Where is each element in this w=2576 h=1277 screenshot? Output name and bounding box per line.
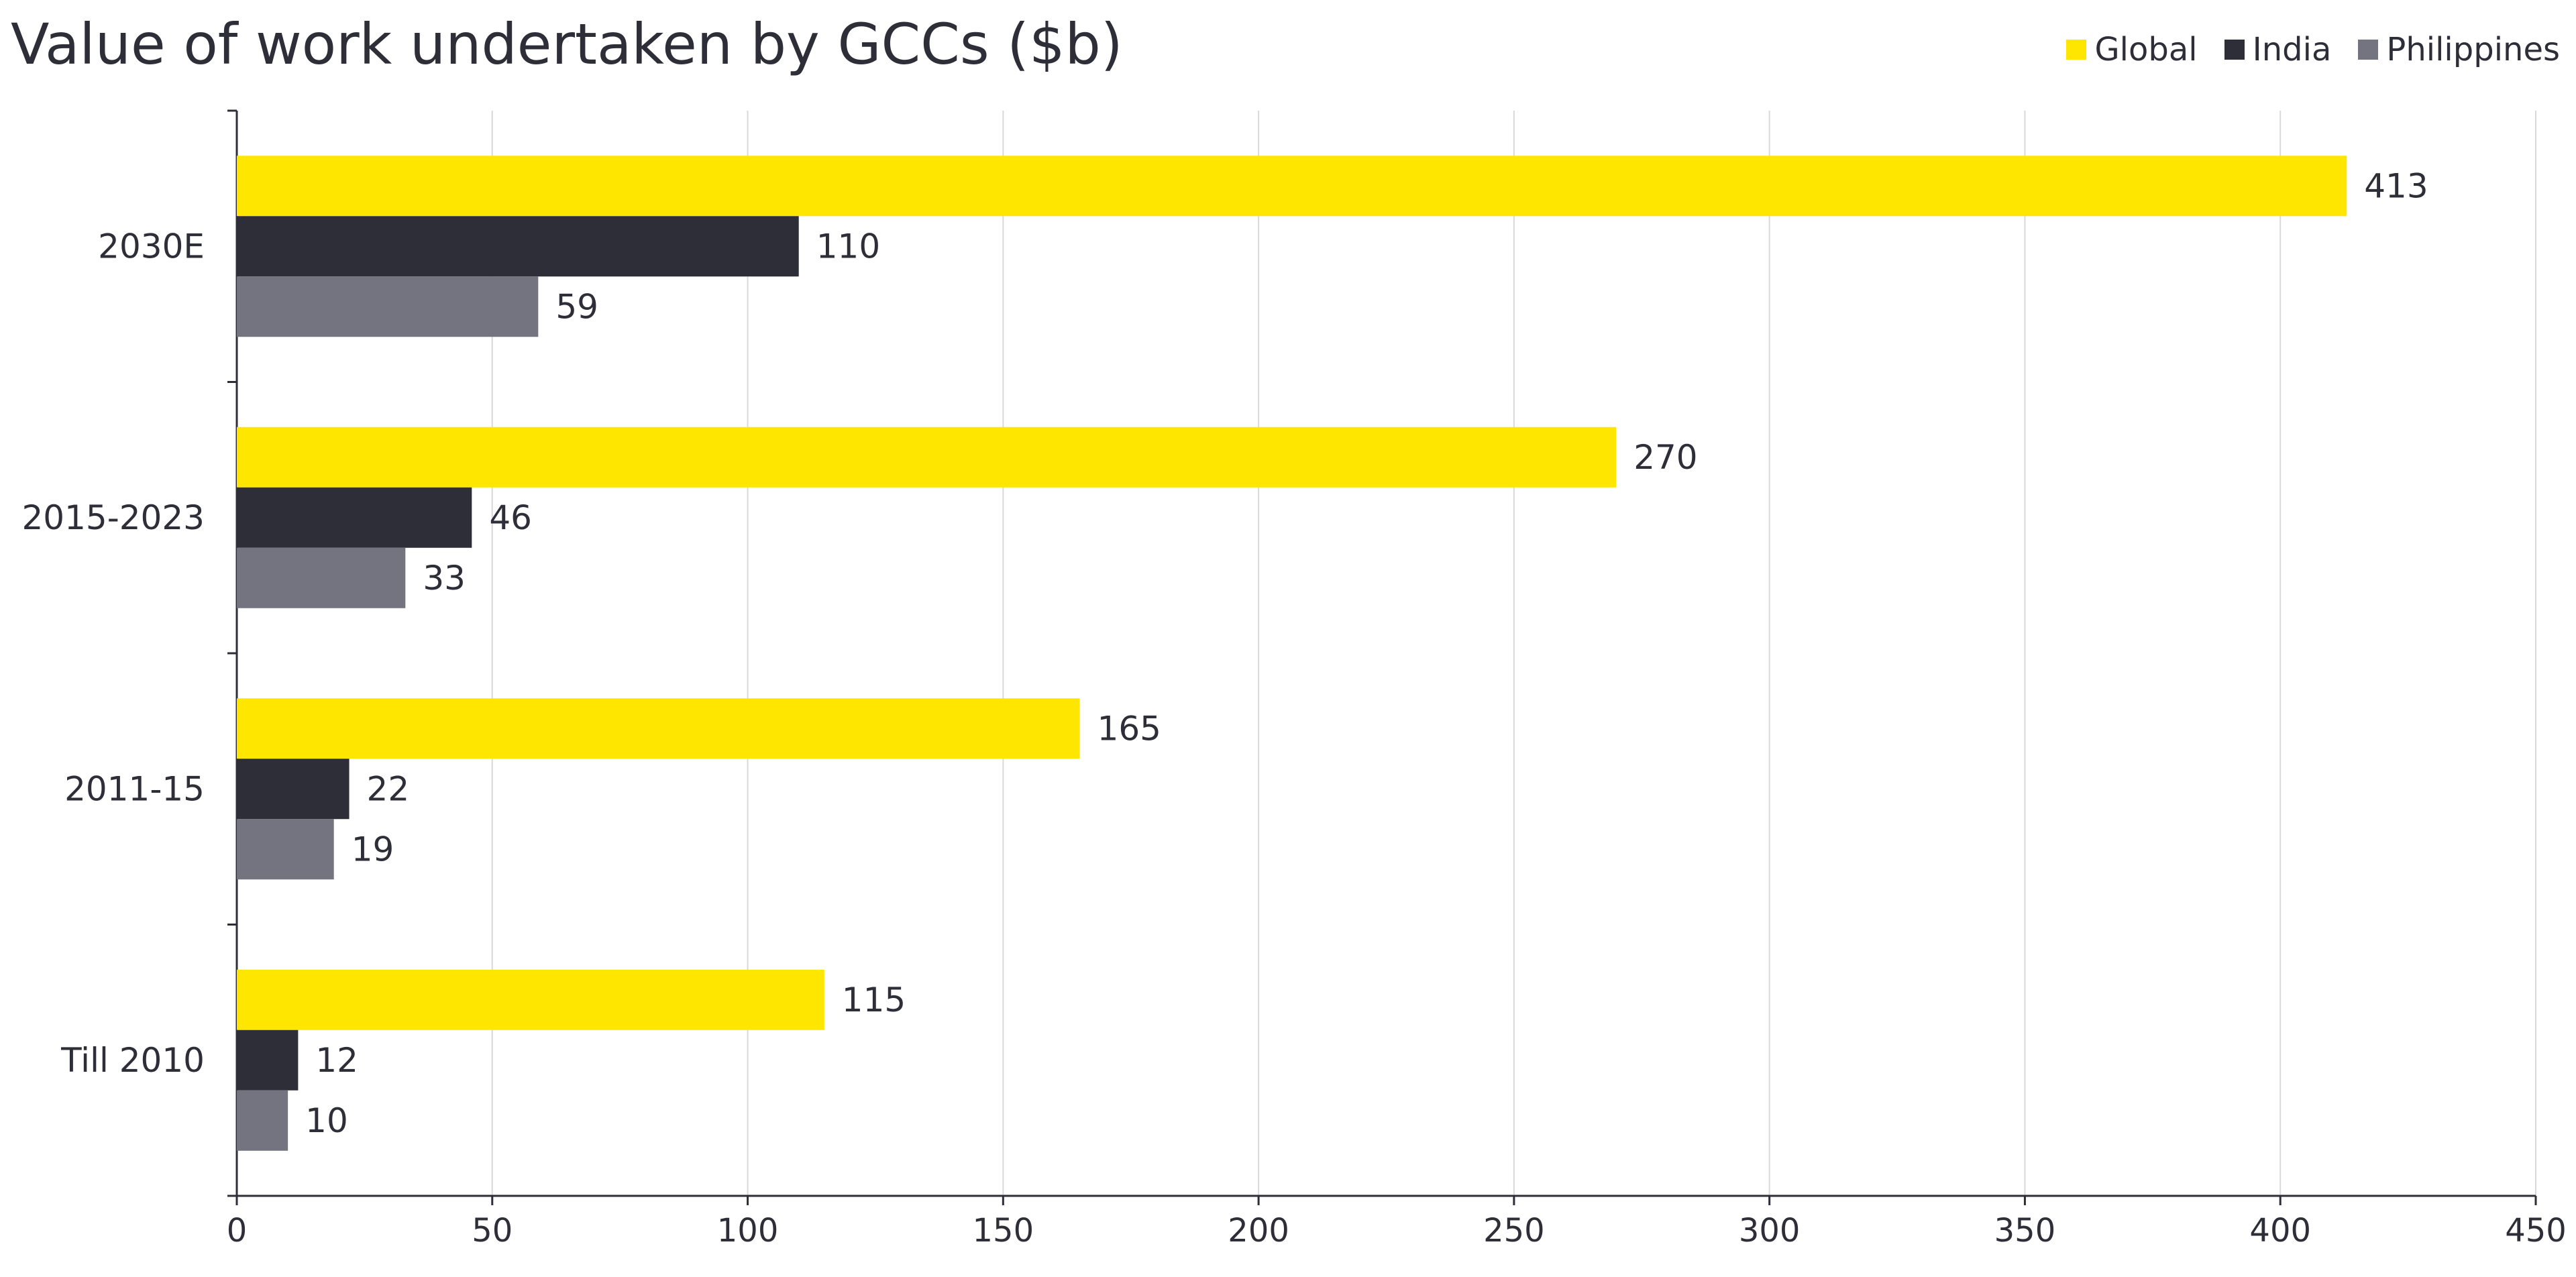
x-tick-label-3: 150 bbox=[973, 1212, 1034, 1250]
x-tick-label-4: 200 bbox=[1228, 1212, 1289, 1250]
x-tick-label-6: 300 bbox=[1739, 1212, 1801, 1250]
bar-philippines-0 bbox=[237, 276, 539, 337]
bar-philippines-3 bbox=[237, 1090, 288, 1151]
data-label-philippines-3: 10 bbox=[305, 1101, 348, 1140]
bar-global-1 bbox=[237, 427, 1617, 488]
bar-india-1 bbox=[237, 487, 472, 548]
bar-philippines-2 bbox=[237, 819, 334, 880]
legend: Global India Philippines bbox=[2066, 31, 2560, 68]
data-label-global-0: 413 bbox=[2364, 166, 2428, 205]
legend-label-india: India bbox=[2252, 31, 2332, 68]
bar-india-2 bbox=[237, 759, 350, 820]
data-label-global-2: 165 bbox=[1097, 709, 1161, 748]
data-label-philippines-0: 59 bbox=[555, 287, 598, 326]
data-label-india-2: 22 bbox=[367, 769, 410, 808]
legend-label-philippines: Philippines bbox=[2386, 31, 2560, 68]
chart-title: Value of work undertaken by GCCs ($b) bbox=[11, 11, 1123, 77]
bar-philippines-1 bbox=[237, 547, 406, 608]
category-label-2: 2011-15 bbox=[64, 769, 205, 808]
data-label-philippines-1: 33 bbox=[423, 559, 466, 598]
x-tick-label-5: 250 bbox=[1483, 1212, 1545, 1250]
data-label-global-1: 270 bbox=[1633, 438, 1697, 477]
data-label-philippines-2: 19 bbox=[352, 830, 394, 869]
bar-global-3 bbox=[237, 969, 824, 1030]
x-tick-label-9: 450 bbox=[2505, 1212, 2567, 1250]
bar-india-0 bbox=[237, 216, 799, 277]
bar-global-2 bbox=[237, 698, 1080, 759]
x-tick-label-7: 350 bbox=[1994, 1212, 2056, 1250]
x-tick-label-0: 0 bbox=[227, 1212, 248, 1250]
bar-india-3 bbox=[237, 1030, 299, 1091]
legend-swatch-global bbox=[2066, 40, 2087, 60]
legend-item-philippines: Philippines bbox=[2358, 31, 2560, 68]
data-label-india-0: 110 bbox=[816, 227, 880, 266]
legend-swatch-india bbox=[2224, 40, 2245, 60]
category-label-1: 2015-2023 bbox=[21, 498, 205, 537]
x-tick-label-8: 400 bbox=[2249, 1212, 2311, 1250]
x-tick-label-1: 50 bbox=[472, 1212, 513, 1250]
data-label-india-3: 12 bbox=[315, 1041, 358, 1080]
category-label-3: Till 2010 bbox=[60, 1041, 205, 1080]
legend-item-india: India bbox=[2224, 31, 2332, 68]
bar-global-0 bbox=[237, 156, 2347, 217]
data-label-global-3: 115 bbox=[842, 981, 906, 1019]
legend-item-global: Global bbox=[2066, 31, 2198, 68]
legend-swatch-philippines bbox=[2358, 40, 2379, 60]
x-tick-label-2: 100 bbox=[717, 1212, 779, 1250]
data-label-india-1: 46 bbox=[489, 498, 532, 537]
category-label-0: 2030E bbox=[98, 227, 205, 266]
legend-label-global: Global bbox=[2094, 31, 2198, 68]
